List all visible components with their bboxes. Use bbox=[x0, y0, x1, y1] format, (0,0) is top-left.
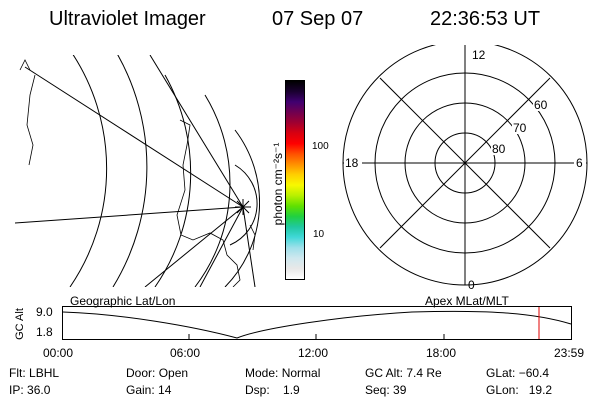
time-label: 22:36:53 UT bbox=[430, 8, 541, 30]
x-tick-3: 18:00 bbox=[426, 346, 457, 360]
colorbar bbox=[285, 80, 305, 280]
mode-field: Mode: Normal bbox=[245, 366, 320, 380]
mode-value: Normal bbox=[281, 366, 321, 380]
door-label: Door: bbox=[126, 366, 156, 380]
door-field: Door: Open bbox=[126, 366, 188, 380]
filter-value: LBHL bbox=[29, 366, 60, 380]
altitude-plot bbox=[62, 306, 572, 340]
x-tick-1: 06:00 bbox=[170, 346, 201, 360]
colorbar-unit-label: photon cm⁻²s⁻¹ bbox=[271, 142, 285, 226]
lat-70-label: 70 bbox=[513, 121, 527, 135]
lat-60-label: 60 bbox=[534, 98, 548, 112]
altitude-curve bbox=[62, 310, 572, 339]
subpoint-marker bbox=[235, 199, 251, 215]
x-tick-2: 12:00 bbox=[298, 346, 329, 360]
filter-label: Flt: bbox=[9, 366, 26, 380]
dsp-field: Dsp: 1.9 bbox=[245, 383, 300, 397]
colorbar-tick-10: 10 bbox=[313, 229, 325, 240]
glat-label: GLat: bbox=[486, 366, 516, 380]
x-tick-4: 23:59 bbox=[554, 346, 585, 360]
filter-field: Flt: LBHL bbox=[9, 366, 59, 380]
glon-value: 19.2 bbox=[528, 383, 553, 397]
altitude-y-top: 9.0 bbox=[36, 305, 53, 319]
seq-label: Seq: bbox=[365, 383, 390, 397]
geographic-caption: Geographic Lat/Lon bbox=[70, 294, 176, 308]
ip-label: IP: bbox=[9, 383, 24, 397]
glat-value: −60.4 bbox=[518, 366, 550, 380]
polar-plot: 12 18 6 0 60 70 80 bbox=[342, 45, 588, 292]
colorbar-tick-100: 100 bbox=[312, 141, 329, 152]
ip-field: IP: 36.0 bbox=[9, 383, 50, 397]
glon-label: GLon: bbox=[486, 383, 519, 397]
altitude-y-bottom: 1.8 bbox=[36, 325, 53, 339]
gcalt-value: 7.4 Re bbox=[406, 366, 442, 380]
gain-field: Gain: 14 bbox=[126, 383, 171, 397]
seq-value: 39 bbox=[393, 383, 407, 397]
door-value: Open bbox=[158, 366, 189, 380]
ip-value: 36.0 bbox=[27, 383, 51, 397]
gain-label: Gain: bbox=[126, 383, 155, 397]
gcalt-label: GC Alt: bbox=[365, 366, 404, 380]
mlt-0-label: 0 bbox=[468, 278, 475, 292]
instrument-title: Ultraviolet Imager bbox=[49, 8, 206, 30]
altitude-axis-name: GC Alt bbox=[14, 308, 26, 340]
lat-arc bbox=[69, 55, 108, 287]
mlt-12-label: 12 bbox=[472, 48, 486, 62]
dsp-value: 1.9 bbox=[283, 383, 300, 397]
dsp-label: Dsp: bbox=[245, 383, 270, 397]
x-tick-0: 00:00 bbox=[43, 346, 74, 360]
mlt-18-label: 18 bbox=[345, 156, 359, 170]
gain-value: 14 bbox=[158, 383, 172, 397]
gcalt-field: GC Alt: 7.4 Re bbox=[365, 366, 442, 380]
glon-field: GLon: 19.2 bbox=[486, 383, 552, 397]
mlt-6-label: 6 bbox=[576, 156, 583, 170]
glat-field: GLat: −60.4 bbox=[486, 366, 549, 380]
apex-caption: Apex MLat/MLT bbox=[425, 294, 509, 308]
geographic-map bbox=[15, 55, 260, 287]
seq-field: Seq: 39 bbox=[365, 383, 406, 397]
date-label: 07 Sep 07 bbox=[272, 8, 364, 30]
mode-label: Mode: bbox=[245, 366, 279, 380]
lat-80-label: 80 bbox=[492, 142, 506, 156]
